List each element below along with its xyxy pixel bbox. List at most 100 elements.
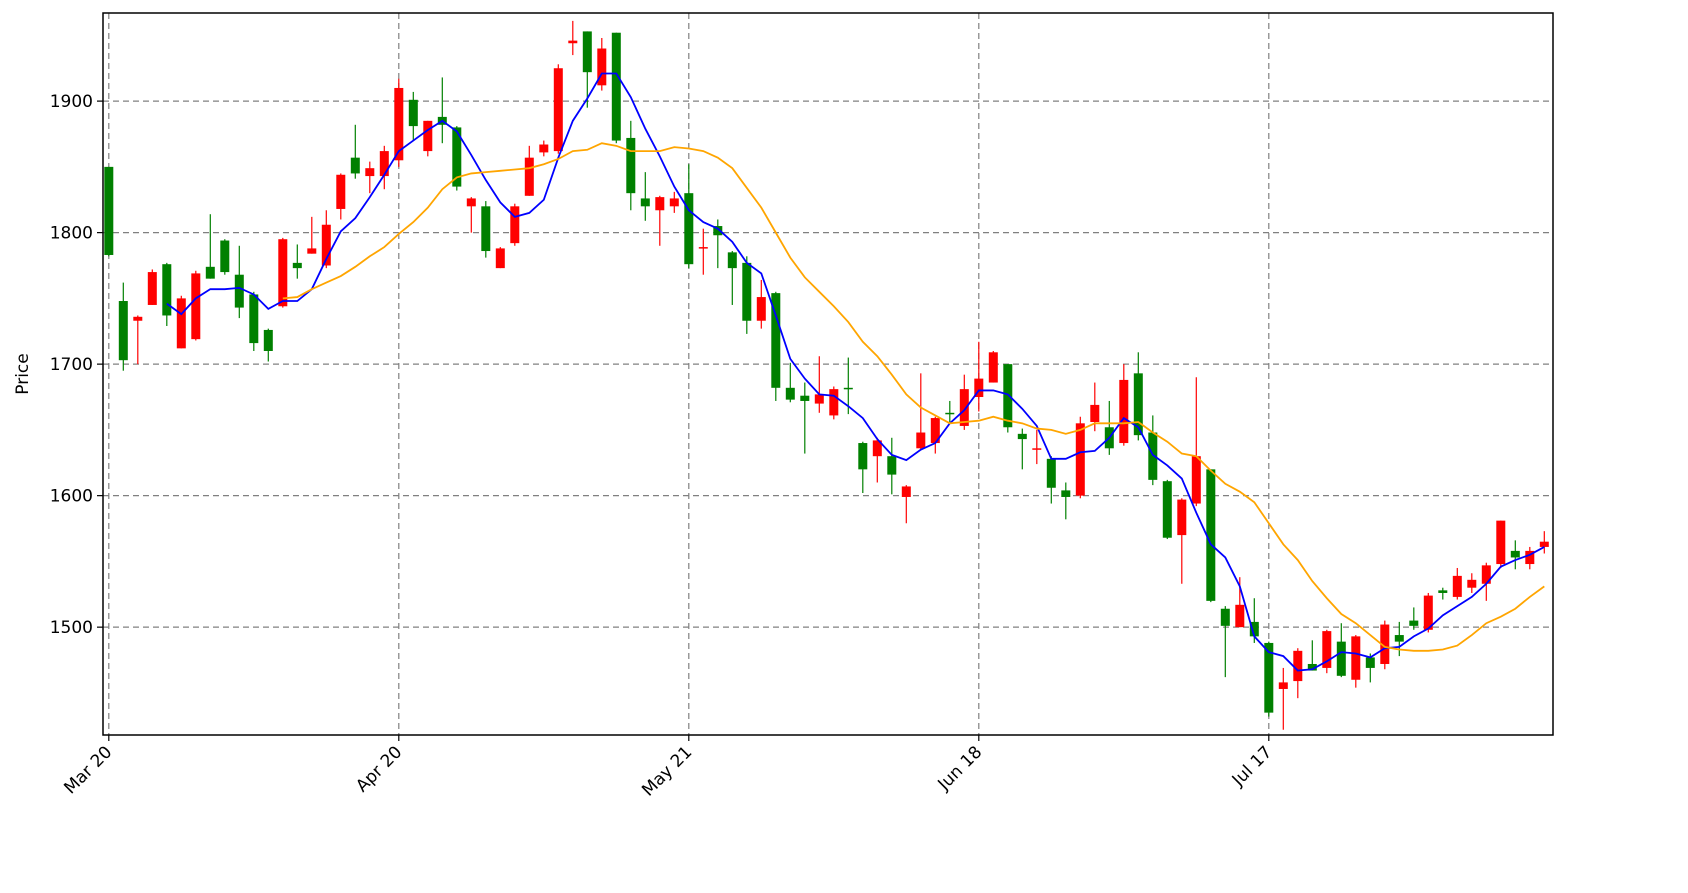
candle-body — [1017, 433, 1027, 440]
moving-average-line — [282, 142, 1545, 652]
candle-body — [379, 151, 389, 177]
candle-body — [727, 252, 737, 269]
candle-body — [1307, 663, 1317, 671]
candle-body — [336, 174, 346, 209]
x-tick-label: Apr 20 — [352, 742, 406, 796]
candle-body — [466, 198, 476, 207]
candle-body — [901, 486, 911, 497]
candle-body — [1133, 373, 1143, 436]
candle-body — [1249, 621, 1259, 637]
candle-body — [974, 378, 984, 398]
candle-body — [1090, 404, 1100, 423]
candle-body — [307, 248, 317, 254]
candle-body — [1380, 624, 1390, 664]
candle-body — [292, 262, 302, 269]
candle-body — [887, 456, 897, 475]
candle-body — [742, 262, 752, 321]
candle-body — [1235, 604, 1245, 628]
candle-body — [771, 293, 781, 388]
candle-body — [1206, 469, 1216, 601]
candle-body — [191, 273, 201, 340]
candle-body — [553, 68, 563, 152]
candle-body — [1496, 520, 1506, 565]
y-tick-label: 1500 — [50, 618, 93, 638]
y-tick-label: 1800 — [50, 224, 93, 244]
candle-body — [1351, 636, 1361, 680]
x-tick-label: Jul 17 — [1228, 742, 1276, 790]
y-tick-label: 1700 — [50, 355, 93, 375]
candle-body — [713, 226, 723, 236]
candle-body — [147, 272, 157, 305]
candle-body — [118, 301, 128, 361]
candle-body — [1467, 579, 1477, 588]
candle-body — [945, 412, 955, 415]
candle-body — [843, 387, 853, 390]
candle-body — [1148, 432, 1158, 480]
candle-body — [1293, 650, 1303, 682]
candle-body — [988, 352, 998, 383]
x-tick-label: Mar 20 — [60, 742, 116, 798]
candle-body — [858, 443, 868, 470]
candle-body — [626, 137, 636, 194]
candle-body — [1336, 641, 1346, 676]
x-tick-label: Jun 18 — [934, 742, 987, 795]
candle-body — [800, 395, 810, 401]
candle-body — [1162, 481, 1172, 538]
candle-body — [365, 168, 375, 177]
candle-body — [350, 157, 360, 174]
candle-body — [1438, 590, 1448, 593]
candle-body — [249, 294, 259, 344]
candle-body — [408, 99, 418, 127]
candle-body — [1510, 550, 1520, 558]
candle-body — [669, 198, 679, 207]
candle-body — [640, 198, 650, 207]
candle-body — [452, 127, 462, 187]
candle-body — [568, 40, 578, 44]
candle-body — [1061, 490, 1071, 497]
candle-body — [930, 418, 940, 444]
candle-body — [611, 32, 621, 141]
candle-body — [321, 224, 331, 266]
candle-body — [1322, 631, 1332, 668]
candle-body — [1365, 657, 1375, 668]
candle-body — [176, 298, 186, 349]
candle-body — [1003, 364, 1013, 428]
candle-body — [1394, 635, 1404, 642]
candle-body — [1220, 608, 1230, 626]
candle-body — [756, 297, 766, 321]
candle-body — [1452, 575, 1462, 597]
candle-body — [1191, 456, 1201, 504]
candle-body — [1409, 620, 1419, 626]
candle-body — [539, 144, 549, 153]
candle-body — [104, 166, 114, 255]
candle-body — [916, 432, 926, 449]
candle-body — [684, 193, 694, 265]
candle-body — [1278, 682, 1288, 689]
candle-body — [524, 157, 534, 196]
candle-body — [510, 206, 520, 244]
candle-body — [205, 266, 215, 279]
candle-body — [1075, 423, 1085, 496]
candle-body — [1177, 499, 1187, 536]
candle-body — [495, 248, 505, 269]
candle-body — [1525, 550, 1535, 565]
candle-body — [814, 394, 824, 404]
candle-body — [829, 389, 839, 416]
candle-body — [278, 239, 288, 307]
candle-body — [481, 206, 491, 252]
plot-frame — [102, 12, 1554, 736]
candle-body — [582, 31, 592, 73]
candle-body — [1264, 642, 1274, 713]
candle-body — [698, 247, 708, 249]
y-tick-label: 1900 — [50, 92, 93, 112]
candle-body — [234, 274, 244, 308]
candle-body — [423, 120, 433, 152]
candle-body — [1119, 379, 1129, 444]
candle-body — [1539, 541, 1549, 547]
candle-body — [133, 316, 143, 321]
candle-body — [1032, 448, 1042, 450]
candle-body — [1423, 595, 1433, 630]
candle-body — [1046, 458, 1056, 488]
candle-body — [162, 264, 172, 316]
